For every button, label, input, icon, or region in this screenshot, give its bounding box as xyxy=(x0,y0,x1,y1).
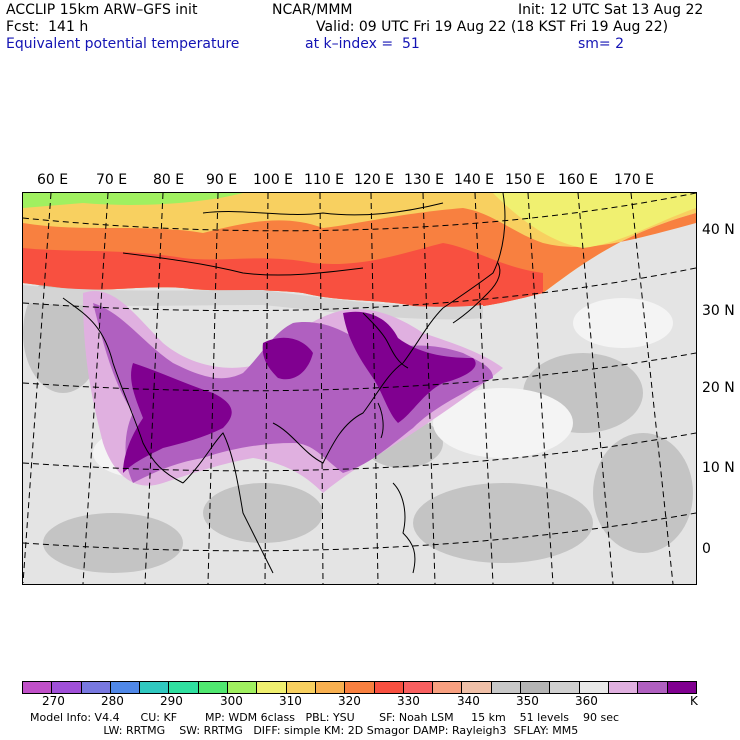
lon-label: 110 E xyxy=(304,172,345,188)
lat-label: 40 N xyxy=(702,222,735,238)
colorbar-swatch xyxy=(579,682,609,693)
map-canvas xyxy=(23,193,696,584)
band-315 xyxy=(493,193,696,248)
colorbar-tick: 290 xyxy=(160,694,183,708)
model-info-line2: LW: RRTMG SW: RRTMG DIFF: simple KM: 2D … xyxy=(30,724,579,737)
colorbar-swatch xyxy=(491,682,522,693)
lon-label: 100 E xyxy=(253,172,294,188)
lon-label: 160 E xyxy=(558,172,599,188)
lon-label: 140 E xyxy=(454,172,495,188)
colorbar-swatch xyxy=(521,682,551,693)
lon-label: 90 E xyxy=(206,172,238,188)
colorbar xyxy=(22,681,697,694)
lon-label: 80 E xyxy=(153,172,185,188)
colorbar-swatch xyxy=(462,682,492,693)
colorbar-swatch xyxy=(608,682,639,693)
colorbar-swatch xyxy=(374,682,404,693)
colorbar-tick: 270 xyxy=(42,694,65,708)
colorbar-swatch xyxy=(638,682,668,693)
band-310 xyxy=(23,193,243,208)
lon-label: 130 E xyxy=(404,172,445,188)
colorbar-swatch xyxy=(228,682,258,693)
run-title: ACCLIP 15km ARW–GFS init xyxy=(6,2,198,18)
colorbar-swatch xyxy=(198,682,229,693)
colorbar-swatch xyxy=(433,682,463,693)
colorbar-unit: K xyxy=(690,694,698,708)
theta-e-map xyxy=(22,192,697,585)
lon-label: 120 E xyxy=(354,172,395,188)
lon-label: 150 E xyxy=(505,172,546,188)
colorbar-swatch xyxy=(667,682,696,693)
lat-label: 10 N xyxy=(702,460,735,476)
model-info-line1: Model Info: V4.4 CU: KF MP: WDM 6class P… xyxy=(30,711,620,724)
colorbar-swatch xyxy=(23,682,53,693)
colorbar-swatch xyxy=(257,682,287,693)
colorbar-tick: 360 xyxy=(575,694,598,708)
lon-label: 60 E xyxy=(37,172,69,188)
center-label: NCAR/MMM xyxy=(272,2,353,18)
forecast-hour: Fcst: 141 h xyxy=(6,19,89,35)
colorbar-swatch xyxy=(315,682,346,693)
colorbar-tick: 300 xyxy=(220,694,243,708)
colorbar-swatch xyxy=(110,682,141,693)
level-label: at k–index = 51 xyxy=(305,36,420,52)
lon-label: 70 E xyxy=(96,172,128,188)
colorbar-swatch xyxy=(286,682,316,693)
colorbar-tick: 280 xyxy=(101,694,124,708)
colorbar-swatch xyxy=(81,682,111,693)
plume-core-east xyxy=(343,311,476,423)
lon-label: 170 E xyxy=(614,172,655,188)
colorbar-swatch xyxy=(403,682,434,693)
field-name: Equivalent potential temperature xyxy=(6,36,240,52)
band-340 xyxy=(23,243,543,310)
colorbar-tick: 330 xyxy=(397,694,420,708)
colorbar-tick: 340 xyxy=(457,694,480,708)
smoothing-label: sm= 2 xyxy=(578,36,625,52)
colorbar-swatch xyxy=(52,682,82,693)
colorbar-tick: 350 xyxy=(516,694,539,708)
colorbar-swatch xyxy=(169,682,199,693)
valid-time: Valid: 09 UTC Fri 19 Aug 22 (18 KST Fri … xyxy=(316,19,669,35)
lat-label: 30 N xyxy=(702,303,735,319)
colorbar-tick: 320 xyxy=(338,694,361,708)
colorbar-swatch xyxy=(345,682,375,693)
init-time: Init: 12 UTC Sat 13 Aug 22 xyxy=(518,2,704,18)
colorbar-tick: 310 xyxy=(279,694,302,708)
lat-label: 20 N xyxy=(702,380,735,396)
plume-core-central xyxy=(262,337,313,380)
coastlines xyxy=(62,193,506,574)
lat-label: 0 xyxy=(702,541,711,557)
colorbar-swatch xyxy=(550,682,580,693)
colorbar-swatch xyxy=(140,682,170,693)
